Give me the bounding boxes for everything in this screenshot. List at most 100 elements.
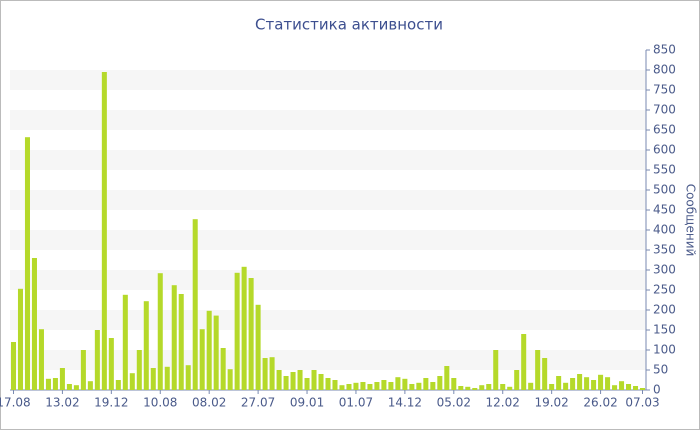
x-tick-label: 27.07 <box>241 396 275 410</box>
bar <box>367 384 373 390</box>
y-tick-label: 50 <box>653 363 668 377</box>
bar <box>304 378 310 390</box>
y-tick-label: 450 <box>653 203 676 217</box>
bar <box>353 382 359 390</box>
grid-band <box>10 350 646 370</box>
bar <box>486 384 492 390</box>
y-tick-label: 350 <box>653 243 676 257</box>
y-tick-label: 250 <box>653 283 676 297</box>
bar <box>332 380 338 390</box>
bar <box>584 377 590 390</box>
bar <box>318 374 324 390</box>
grid-band <box>10 190 646 210</box>
x-tick-label: 07.03 <box>625 396 659 410</box>
y-tick-label: 300 <box>653 263 676 277</box>
y-tick-label: 400 <box>653 223 676 237</box>
bar <box>451 378 457 390</box>
bar <box>283 376 289 390</box>
bar <box>479 385 485 390</box>
y-tick-label: 850 <box>653 43 676 57</box>
bar <box>626 384 632 390</box>
bar <box>430 382 436 390</box>
grid-band <box>10 150 646 170</box>
bar <box>59 368 65 390</box>
bar <box>269 357 275 390</box>
bar <box>171 285 177 390</box>
bar <box>157 273 163 390</box>
bar <box>500 384 506 390</box>
y-tick-label: 100 <box>653 343 676 357</box>
bar <box>66 384 72 390</box>
bar <box>73 385 79 390</box>
bar <box>290 372 296 390</box>
bar <box>605 377 611 390</box>
grid-band <box>10 310 646 330</box>
bar <box>542 358 548 390</box>
bar <box>213 315 219 390</box>
y-tick-label: 550 <box>653 163 676 177</box>
grid-band <box>10 270 646 290</box>
bar <box>521 334 527 390</box>
x-tick-label: 09.01 <box>290 396 324 410</box>
bar <box>570 378 576 390</box>
bar <box>619 381 625 390</box>
bar <box>507 386 513 390</box>
bar <box>423 378 429 390</box>
y-tick-label: 700 <box>653 103 676 117</box>
bar <box>402 378 408 390</box>
bar <box>122 294 128 390</box>
x-tick-label: 19.02 <box>534 396 568 410</box>
x-tick-label: 01.07 <box>339 396 373 410</box>
bar <box>374 382 380 390</box>
bar <box>17 288 23 390</box>
bar <box>556 376 562 390</box>
bar <box>164 366 170 390</box>
bar <box>633 386 639 390</box>
chart-title: Статистика активности <box>255 16 443 34</box>
x-tick-label: 12.02 <box>486 396 520 410</box>
bar <box>639 388 646 390</box>
bar <box>598 374 604 390</box>
x-tick-label: 05.02 <box>437 396 471 410</box>
bar <box>577 374 583 390</box>
bar <box>185 365 191 390</box>
bar <box>325 378 331 390</box>
bar <box>199 329 205 390</box>
bar <box>416 382 422 390</box>
bar <box>472 388 478 390</box>
x-tick-label: 17.08 <box>0 396 31 410</box>
bar <box>388 382 394 390</box>
grid-band <box>10 230 646 250</box>
bar <box>192 219 198 390</box>
bar <box>115 380 121 390</box>
bar <box>45 378 51 390</box>
bar <box>297 370 303 390</box>
x-tick-label: 10.08 <box>143 396 177 410</box>
grid-band <box>10 70 646 90</box>
bar <box>234 272 240 390</box>
y-tick-label: 650 <box>653 123 676 137</box>
bar <box>395 377 401 390</box>
bar <box>549 384 555 390</box>
y-tick-label: 500 <box>653 183 676 197</box>
bar <box>262 358 268 390</box>
bar <box>129 373 135 390</box>
bar <box>514 370 520 390</box>
bar <box>465 386 471 390</box>
bar <box>311 370 317 390</box>
bar <box>136 350 142 390</box>
x-tick-label: 08.02 <box>192 396 226 410</box>
y-tick-label: 200 <box>653 303 676 317</box>
bar <box>24 137 30 390</box>
bar <box>206 310 212 390</box>
grid-band <box>10 110 646 130</box>
bar <box>255 304 261 390</box>
bar <box>276 370 282 390</box>
bar <box>381 380 387 390</box>
bar <box>409 384 415 390</box>
bar <box>437 376 443 390</box>
bar <box>591 380 597 390</box>
y-tick-label: 800 <box>653 63 676 77</box>
bar <box>612 385 618 390</box>
bar <box>31 258 37 390</box>
